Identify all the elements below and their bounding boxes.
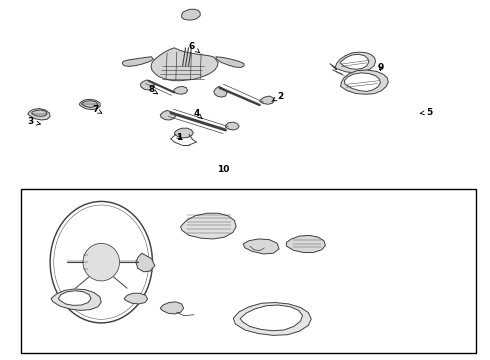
Polygon shape	[214, 86, 227, 97]
Text: 5: 5	[420, 108, 432, 117]
Text: 6: 6	[188, 41, 199, 53]
Ellipse shape	[83, 243, 120, 281]
Polygon shape	[174, 128, 194, 138]
Polygon shape	[340, 54, 369, 69]
Polygon shape	[28, 109, 50, 120]
Polygon shape	[216, 57, 244, 67]
Bar	[21, 189, 476, 353]
Polygon shape	[173, 86, 188, 94]
Polygon shape	[58, 291, 91, 305]
Polygon shape	[160, 302, 184, 314]
Polygon shape	[136, 253, 155, 272]
Polygon shape	[243, 239, 279, 254]
Polygon shape	[122, 57, 153, 66]
Polygon shape	[79, 99, 100, 110]
Polygon shape	[233, 302, 311, 336]
Polygon shape	[140, 80, 154, 90]
Polygon shape	[160, 111, 176, 120]
Text: 3: 3	[27, 117, 41, 126]
Text: 10: 10	[217, 165, 229, 174]
Text: 4: 4	[193, 109, 202, 119]
Polygon shape	[341, 70, 388, 94]
Polygon shape	[31, 110, 47, 116]
Polygon shape	[287, 235, 325, 252]
Polygon shape	[330, 52, 375, 73]
Text: 7: 7	[92, 105, 102, 114]
Text: 1: 1	[175, 132, 182, 141]
Polygon shape	[151, 48, 218, 81]
Polygon shape	[344, 73, 380, 91]
Polygon shape	[225, 122, 239, 130]
Polygon shape	[82, 101, 98, 108]
Text: 9: 9	[377, 63, 384, 72]
Polygon shape	[240, 305, 302, 331]
Text: 8: 8	[148, 85, 158, 94]
Polygon shape	[260, 96, 274, 104]
Polygon shape	[51, 289, 101, 310]
Polygon shape	[182, 9, 200, 20]
Polygon shape	[124, 293, 147, 304]
Text: 2: 2	[272, 92, 283, 102]
Polygon shape	[181, 213, 236, 239]
